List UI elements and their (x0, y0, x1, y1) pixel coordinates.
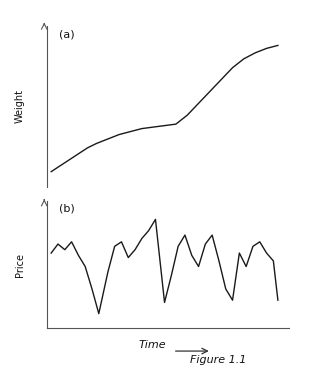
Text: Weight: Weight (15, 89, 25, 123)
Text: Price: Price (15, 253, 25, 277)
Text: Figure 1.1: Figure 1.1 (189, 355, 246, 365)
Text: (b): (b) (59, 204, 75, 214)
Text: (a): (a) (59, 29, 74, 39)
Text: Time: Time (139, 340, 166, 350)
